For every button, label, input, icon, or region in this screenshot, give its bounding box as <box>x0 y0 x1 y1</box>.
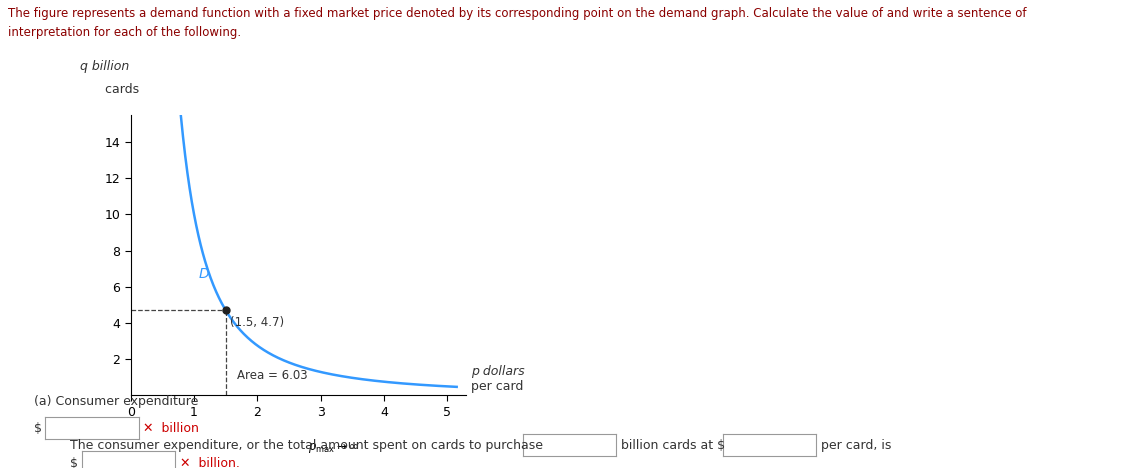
Text: $p_{\mathrm{max}}\rightarrow\infty$: $p_{\mathrm{max}}\rightarrow\infty$ <box>308 441 358 455</box>
Text: Area = 6.03: Area = 6.03 <box>238 369 308 382</box>
Text: $: $ <box>34 422 42 435</box>
Text: cards: cards <box>97 83 139 96</box>
Text: interpretation for each of the following.: interpretation for each of the following… <box>8 26 241 39</box>
Text: The figure represents a demand function with a fixed market price denoted by its: The figure represents a demand function … <box>8 7 1027 20</box>
Text: billion cards at $: billion cards at $ <box>621 439 725 452</box>
Text: (1.5, 4.7): (1.5, 4.7) <box>230 316 284 329</box>
Text: q billion: q billion <box>80 59 128 73</box>
Text: per card: per card <box>471 380 524 393</box>
Text: (a) Consumer expenditure: (a) Consumer expenditure <box>34 395 199 408</box>
Text: p dollars: p dollars <box>471 366 525 379</box>
Text: ✕  billion: ✕ billion <box>143 422 199 435</box>
Text: $: $ <box>70 457 78 468</box>
Text: D: D <box>199 267 209 281</box>
Text: The consumer expenditure, or the total amount spent on cards to purchase: The consumer expenditure, or the total a… <box>70 439 543 452</box>
Text: per card, is: per card, is <box>821 439 891 452</box>
Text: ✕  billion.: ✕ billion. <box>180 457 240 468</box>
